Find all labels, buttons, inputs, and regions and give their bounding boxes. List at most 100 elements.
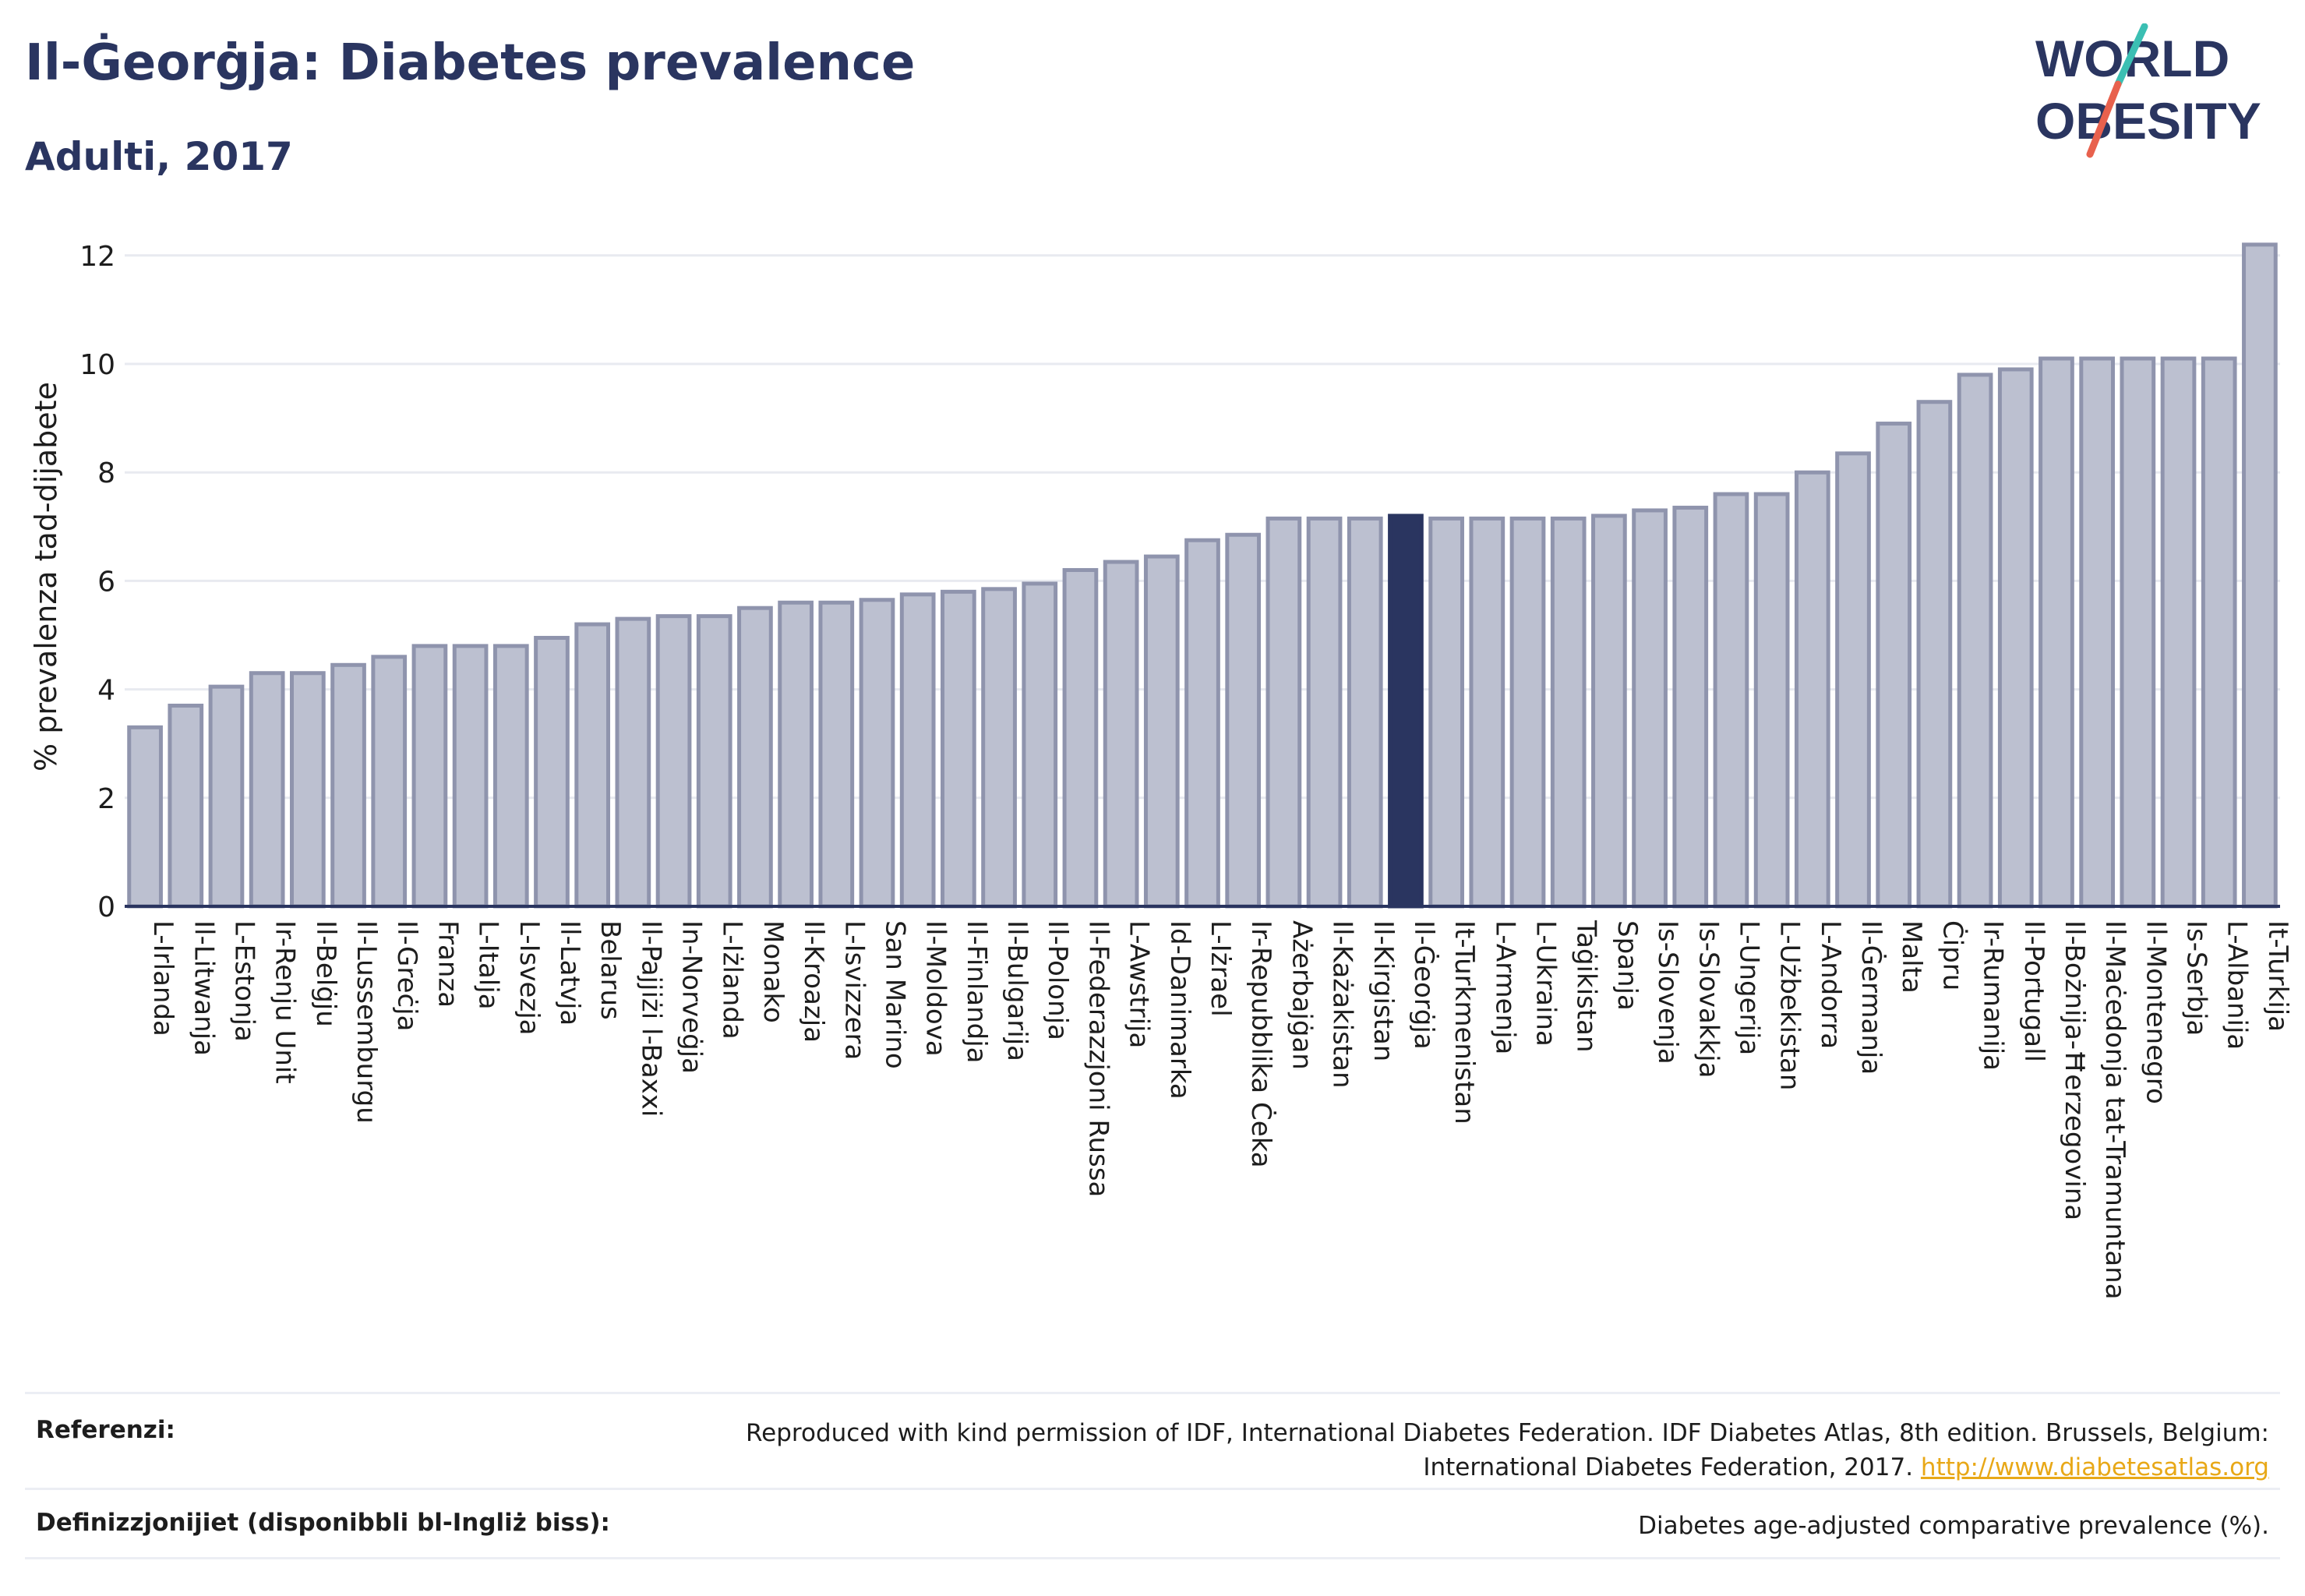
bar-20 (941, 589, 976, 909)
bar-10 (534, 635, 570, 909)
references-text-block: Reproduced with kind permission of IDF, … (746, 1416, 2280, 1481)
x-tick-label: Il-Każakistan (1327, 920, 1358, 1089)
x-tick-label: L-Iżrael (1205, 920, 1236, 1017)
x-tick-label: Il-Kroazja (798, 920, 829, 1043)
references-link[interactable]: http://www.diabetesatlas.org (1920, 1453, 2269, 1481)
bar-44 (1916, 400, 1953, 909)
y-tick-label: 8 (97, 457, 115, 489)
x-tick-label: It-Turkmenistan (1449, 920, 1480, 1125)
x-tick-label: Il-Greċja (391, 920, 422, 1031)
x-tick-label: L-Irlanda (147, 920, 178, 1036)
bar-23 (1062, 567, 1099, 909)
bar-14 (696, 614, 732, 909)
bars (127, 242, 2278, 909)
bar-chart: 0 2 4 6 8 10 12 L-Irlanda Il-Litwanja L-Estonja I… (29, 241, 2293, 1300)
bar-2 (208, 684, 245, 909)
logo-line2: OBESITY (2035, 92, 2261, 150)
x-tick-label: Il-Portugall (2018, 920, 2049, 1062)
logo-slash-top (2114, 23, 2148, 88)
x-tick-label: Il-Litwanja (188, 920, 219, 1056)
x-tick-label: San Marino (879, 920, 910, 1069)
bar-48 (2079, 356, 2116, 909)
x-tick-label: L-Armenja (1489, 920, 1520, 1054)
bar-21 (981, 587, 1017, 909)
bar-36 (1591, 514, 1627, 909)
x-tick-label: L-Awstrija (1124, 920, 1155, 1048)
bar-12 (615, 616, 651, 909)
bar-39 (1713, 492, 1749, 909)
x-tick-label: Il-Finlandja (961, 920, 992, 1064)
x-tick-label: Ir-Rumanija (1978, 920, 2009, 1071)
y-tick-label: 0 (97, 892, 115, 923)
bar-4 (289, 671, 326, 909)
bar-11 (574, 622, 611, 909)
bar-40 (1753, 492, 1790, 909)
bar-25 (1143, 554, 1180, 909)
x-tick-label: Is-Slovakkja (1693, 920, 1724, 1078)
bar-33 (1469, 516, 1505, 909)
x-tick-label: Ċipru (1936, 920, 1968, 990)
x-tick-label: L-Estonja (228, 920, 259, 1042)
x-tick-label: Ir-Renju Unit (270, 920, 301, 1084)
x-tick-label: Il-Bulgarija (1001, 920, 1032, 1061)
bar-24 (1103, 560, 1139, 909)
references-text-2: International Diabetes Federation, 2017. (1423, 1453, 1914, 1481)
x-tick-label: L-Ungerija (1733, 920, 1764, 1055)
x-tick-label: Il-Moldova (920, 920, 951, 1057)
bar-5 (330, 662, 366, 909)
bar-43 (1876, 422, 1912, 909)
logo-slash-bottom (2086, 80, 2122, 158)
x-tick-label: L-Użbekistan (1774, 920, 1806, 1090)
x-tick-label: Il-Maċedonja tat-Tramuntana (2099, 920, 2130, 1300)
x-tick-label: L-Andorra (1815, 920, 1846, 1049)
x-tick-label: In-Norveġja (676, 920, 708, 1074)
bar-27 (1225, 532, 1262, 909)
bar-46 (1997, 367, 2034, 909)
bar-45 (1957, 373, 1993, 909)
x-tick-label: Belarus (595, 920, 626, 1020)
x-tick-label: Il-Latvja (554, 920, 585, 1026)
bar-16 (778, 600, 814, 909)
x-tick-label: L-Albanija (2222, 920, 2253, 1050)
bar-30 (1347, 516, 1383, 909)
bar-37 (1632, 508, 1668, 909)
bar-8 (452, 644, 489, 909)
bar-6 (371, 655, 408, 909)
x-tick-label: Monako (757, 920, 789, 1023)
references-row: Referenzi: Reproduced with kind permissi… (25, 1392, 2280, 1488)
x-tick-label: Il-Belġju (310, 920, 341, 1027)
x-tick-label: Il-Ġeorġja (1408, 920, 1440, 1050)
bar-19 (899, 592, 936, 909)
definitions-text: Diabetes age-adjusted comparative preval… (1638, 1512, 2269, 1540)
x-tick-label: Ażerbajġan (1286, 920, 1317, 1070)
bar-1 (168, 703, 204, 909)
x-tick-label: L-Isvezja (514, 920, 545, 1036)
y-tick-labels: 0 2 4 6 8 10 12 (79, 241, 115, 923)
x-tick-label: Il-Bożnija-Ħerzegovina (2059, 920, 2090, 1220)
references-text: Reproduced with kind permission of IDF, … (746, 1419, 2269, 1447)
bar-47 (2038, 356, 2074, 909)
bar-41 (1794, 470, 1830, 909)
page-subtitle: Adulti, 2017 (25, 134, 293, 179)
x-tick-label: Il-Lussemburgu (351, 920, 382, 1124)
x-tick-label: Il-Kirgistan (1368, 920, 1399, 1061)
x-tick-label: Spanja (1611, 920, 1643, 1011)
bar-51 (2201, 356, 2237, 909)
definitions-row: Definizzjonijiet (disponibbli bl-Ingliż … (25, 1488, 2280, 1559)
y-tick-label: 10 (79, 349, 115, 381)
y-tick-label: 4 (97, 675, 115, 707)
y-tick-label: 2 (97, 783, 115, 815)
bar-31 (1388, 514, 1424, 909)
bar-18 (859, 598, 895, 909)
bar-49 (2120, 356, 2156, 909)
y-tick-label: 12 (79, 241, 115, 273)
world-obesity-logo: WORLD OBESITY (2035, 23, 2261, 158)
bar-22 (1022, 581, 1058, 909)
x-tick-label: Il-Polonja (1042, 920, 1073, 1040)
x-tick-label: L-Italja (473, 920, 504, 1010)
bar-34 (1509, 516, 1546, 909)
x-tick-labels: L-Irlanda Il-Litwanja L-Estonja Ir-Renju Un… (147, 920, 2293, 1300)
bar-42 (1835, 451, 1871, 909)
bar-52 (2242, 242, 2278, 909)
x-tick-label: L-Isvizzera (838, 920, 870, 1060)
